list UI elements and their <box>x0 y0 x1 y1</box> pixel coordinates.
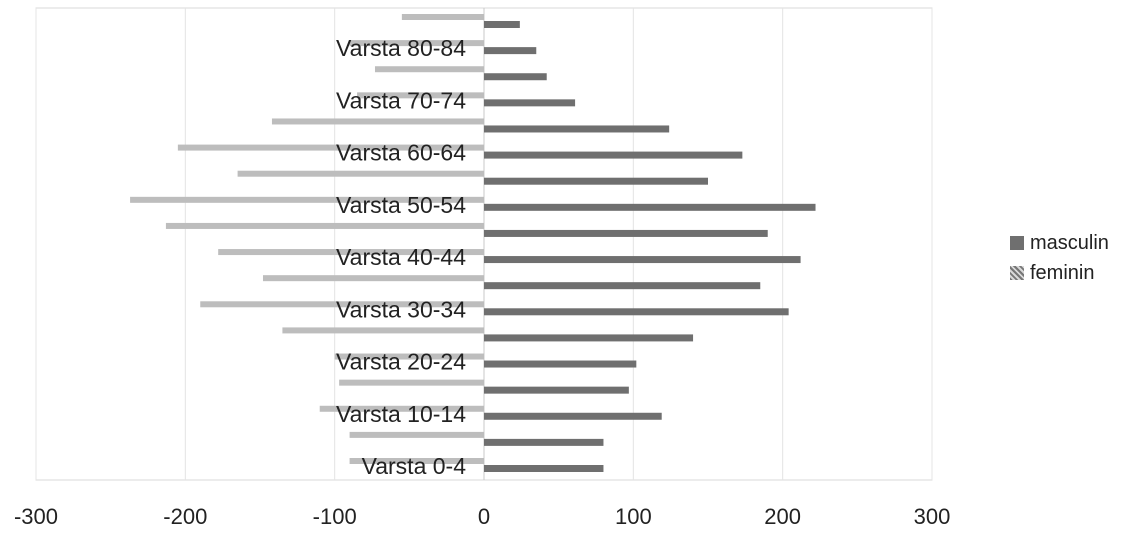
bar-feminin <box>130 196 484 203</box>
category-label: Varsta 80-84 <box>336 35 466 61</box>
category-label: Varsta 20-24 <box>336 349 466 375</box>
bar-masculin <box>484 438 604 446</box>
bar-feminin <box>357 92 484 99</box>
bar-feminin <box>349 40 484 47</box>
legend: masculin feminin <box>1010 228 1109 288</box>
x-tick-label: -200 <box>163 504 207 529</box>
bar-masculin <box>484 21 520 28</box>
bar-masculin <box>484 125 670 133</box>
category-label: Varsta 50-54 <box>336 192 466 218</box>
bar-feminin <box>200 301 484 308</box>
x-tick-label: 100 <box>615 504 652 529</box>
bar-feminin <box>282 327 484 334</box>
legend-swatch-masculin <box>1010 236 1024 250</box>
bar-feminin <box>237 170 484 177</box>
legend-item-masculin: masculin <box>1010 228 1109 258</box>
x-axis-ticks: -300 -200 -100 0 100 200 300 <box>14 504 950 529</box>
bar-masculin <box>484 465 604 472</box>
bar-feminin <box>349 431 484 438</box>
bar-masculin <box>484 151 743 159</box>
category-label: Varsta 70-74 <box>336 87 466 113</box>
legend-swatch-feminin <box>1010 266 1024 280</box>
x-tick-label: -100 <box>313 504 357 529</box>
bar-masculin <box>484 229 768 237</box>
category-label: Varsta 10-14 <box>336 401 466 427</box>
category-label: Varsta 40-44 <box>336 244 466 270</box>
bar-feminin <box>218 249 485 256</box>
bar-masculin <box>484 177 708 185</box>
bar-masculin <box>484 203 816 211</box>
bar-masculin <box>484 256 801 264</box>
bar-masculin <box>484 73 547 81</box>
bar-feminin <box>349 458 484 464</box>
bar-feminin <box>334 353 484 360</box>
bar-feminin <box>271 118 484 125</box>
legend-label-masculin: masculin <box>1030 231 1109 254</box>
x-tick-label: 0 <box>478 504 490 529</box>
legend-item-feminin: feminin <box>1010 258 1109 288</box>
bar-masculin <box>484 334 694 342</box>
bar-masculin <box>484 386 629 394</box>
category-labels: Varsta 0-4 Varsta 10-14 Varsta 20-24 Varsta… <box>336 35 466 479</box>
bar-feminin <box>319 405 484 412</box>
bar-feminin <box>401 14 484 20</box>
category-label: Varsta 0-4 <box>362 453 467 479</box>
bar-masculin <box>484 360 637 368</box>
bar-feminin <box>165 222 485 229</box>
bar-masculin <box>484 99 576 107</box>
x-tick-label: -300 <box>14 504 58 529</box>
legend-label-feminin: feminin <box>1030 261 1095 284</box>
bar-feminin <box>177 144 484 151</box>
bar-feminin <box>339 379 484 386</box>
bar-masculin <box>484 282 761 290</box>
bar-feminin <box>374 66 484 73</box>
gridlines <box>35 7 933 481</box>
bar-masculin <box>484 47 537 55</box>
bar-feminin <box>262 275 484 282</box>
bars <box>130 14 816 472</box>
x-tick-label: 300 <box>914 504 951 529</box>
bar-masculin <box>484 412 662 420</box>
x-tick-label: 200 <box>764 504 801 529</box>
bar-masculin <box>484 308 789 316</box>
category-label: Varsta 60-64 <box>336 140 466 166</box>
category-label: Varsta 30-34 <box>336 296 466 322</box>
